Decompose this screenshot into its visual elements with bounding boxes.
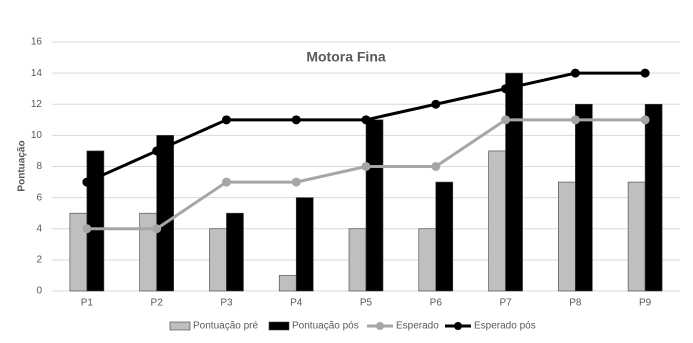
- marker: [291, 115, 301, 125]
- marker: [640, 68, 650, 78]
- bar: [156, 135, 174, 292]
- bar: [365, 119, 384, 292]
- y-tick-label: 8: [36, 161, 42, 172]
- y-tick-label: 10: [31, 130, 43, 141]
- x-tick-label: P8: [569, 298, 582, 309]
- x-tick-label: P1: [81, 298, 94, 309]
- y-axis-label: Pontuação: [17, 140, 28, 191]
- y-tick-label: 0: [36, 286, 42, 297]
- legend-swatch: [268, 321, 290, 331]
- marker: [501, 84, 511, 94]
- x-tick-label: P2: [151, 298, 164, 309]
- bar: [435, 181, 454, 292]
- bar: [69, 212, 88, 292]
- bar: [86, 150, 105, 292]
- x-tick-label: P4: [290, 298, 303, 309]
- marker: [221, 177, 231, 187]
- y-tick-label: 6: [36, 192, 42, 203]
- marker: [221, 115, 231, 125]
- marker: [640, 115, 650, 125]
- y-tick-label: 2: [36, 255, 42, 266]
- bar: [627, 181, 646, 292]
- marker: [361, 115, 371, 125]
- y-tick-label: 16: [31, 37, 43, 48]
- marker: [570, 115, 580, 125]
- marker: [82, 224, 92, 234]
- bar: [488, 150, 506, 292]
- x-tick-label: P3: [220, 298, 233, 309]
- bar: [644, 103, 663, 292]
- x-tick-label: P5: [360, 298, 373, 309]
- x-tick-label: P7: [499, 298, 512, 309]
- legend-label: Pontuação pós: [292, 321, 359, 332]
- bar: [139, 212, 157, 292]
- legend-label: Esperado: [396, 321, 439, 332]
- marker: [431, 162, 441, 171]
- bar: [418, 228, 437, 292]
- marker: [431, 99, 441, 109]
- legend-swatch: [454, 322, 462, 330]
- marker: [361, 162, 371, 171]
- bar: [209, 228, 227, 292]
- y-tick-label: 4: [36, 223, 42, 234]
- marker: [82, 177, 92, 187]
- bar: [226, 212, 244, 292]
- bar: [505, 72, 523, 292]
- marker: [570, 68, 580, 78]
- x-tick-label: P6: [430, 298, 443, 309]
- y-tick-label: 14: [31, 68, 43, 79]
- marker: [501, 115, 511, 125]
- bar: [295, 197, 314, 292]
- legend-swatch: [169, 321, 191, 331]
- bar: [575, 103, 593, 292]
- marker: [152, 146, 162, 156]
- bar: [278, 275, 297, 292]
- legend-label: Pontuação pré: [193, 321, 258, 332]
- bar: [348, 228, 367, 292]
- legend-label: Esperado pós: [474, 321, 536, 332]
- legend-swatch: [376, 322, 384, 330]
- chart-title: Motora Fina: [306, 49, 386, 65]
- marker: [291, 177, 301, 187]
- x-tick-label: P9: [639, 298, 652, 309]
- bar: [558, 181, 576, 292]
- y-tick-label: 12: [31, 99, 43, 110]
- marker: [152, 224, 162, 234]
